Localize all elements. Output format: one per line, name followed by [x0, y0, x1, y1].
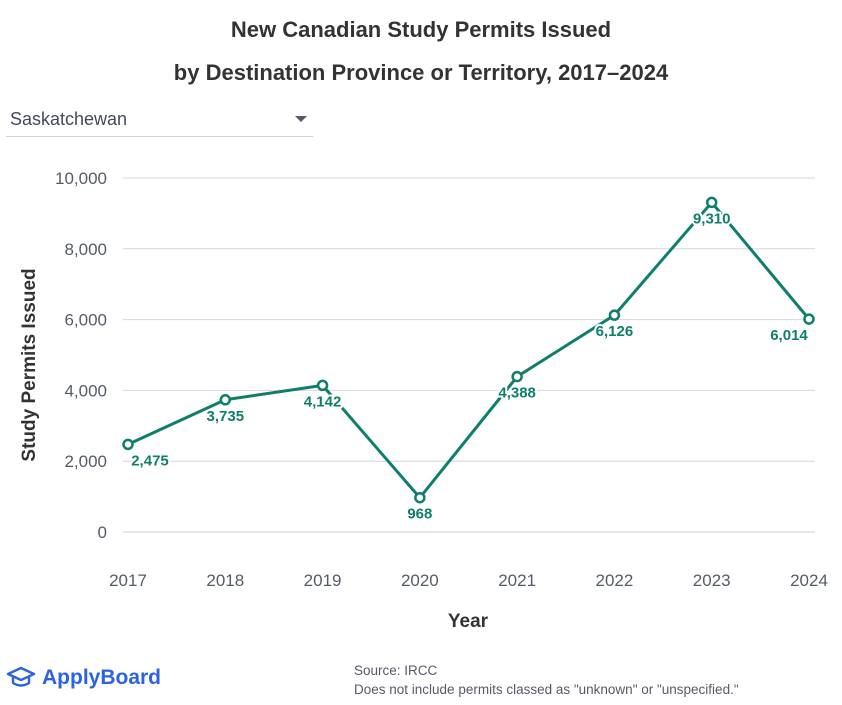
applyboard-logo: ApplyBoard [6, 664, 161, 692]
x-axis-title: Year [448, 611, 489, 632]
x-tick-label: 2017 [109, 571, 147, 590]
data-point [705, 196, 718, 209]
data-label: 4,142 [304, 393, 342, 410]
data-label: 9,310 [693, 210, 731, 227]
data-point [608, 309, 621, 321]
data-point [414, 491, 426, 504]
source-note: Source: IRCC Does not include permits cl… [354, 661, 739, 699]
data-point [511, 370, 523, 383]
y-tick-label: 2,000 [64, 452, 107, 471]
y-tick-label: 10,000 [55, 169, 107, 188]
data-point [219, 394, 232, 406]
y-axis-title: Study Permits Issued [19, 268, 40, 461]
y-tick-label: 0 [98, 523, 107, 542]
data-point [122, 438, 134, 451]
y-tick-label: 6,000 [64, 311, 107, 330]
data-label-halo: 2,475 [131, 452, 169, 469]
series-line [126, 200, 811, 500]
data-label-halo: 4,142 [304, 393, 342, 410]
chevron-down-icon [295, 116, 307, 122]
x-tick-label: 2019 [304, 571, 342, 590]
graduation-cap-icon [6, 666, 36, 687]
province-select-value: Saskatchewan [10, 109, 128, 129]
brand-name: ApplyBoard [42, 666, 162, 689]
x-tick-label: 2024 [790, 571, 828, 590]
chart-title: New Canadian Study Permits Issued by Des… [0, 8, 842, 94]
data-label-halo: 9,310 [693, 210, 731, 227]
y-tick-label: 8,000 [64, 240, 107, 259]
line-chart: 0 2,000 4,000 6,000 8,000 10,000 2017 2018 2019 2… [19, 169, 828, 632]
data-label: 6,126 [596, 323, 634, 340]
province-select[interactable]: Saskatchewan [6, 102, 313, 137]
y-tick-label: 4,000 [64, 381, 107, 400]
x-tick-label: 2020 [401, 571, 439, 590]
data-label: 2,475 [131, 452, 169, 469]
x-tick-label: 2022 [596, 571, 634, 590]
data-label: 3,735 [207, 408, 245, 425]
data-label: 6,014 [770, 327, 808, 344]
data-label: 968 [407, 506, 432, 523]
data-label-halo: 4,388 [498, 385, 536, 402]
data-label-halo: 3,735 [207, 408, 245, 425]
chart-title-line1: New Canadian Study Permits Issued [230, 17, 612, 42]
data-label-halo: 6,126 [596, 323, 634, 340]
chart-title-line2: by Destination Province or Territory, 20… [173, 60, 669, 85]
x-tick-label: 2018 [206, 571, 244, 590]
source-disclaimer: Does not include permits classed as "unk… [354, 682, 739, 697]
x-tick-label: 2023 [693, 571, 731, 590]
data-label-halo: 968 [407, 506, 432, 523]
data-point [316, 379, 329, 392]
data-label: 4,388 [498, 385, 536, 402]
x-tick-label: 2021 [498, 571, 536, 590]
source-line: Source: IRCC [354, 663, 438, 678]
data-label-halo: 6,014 [770, 327, 808, 344]
data-point [803, 313, 815, 325]
